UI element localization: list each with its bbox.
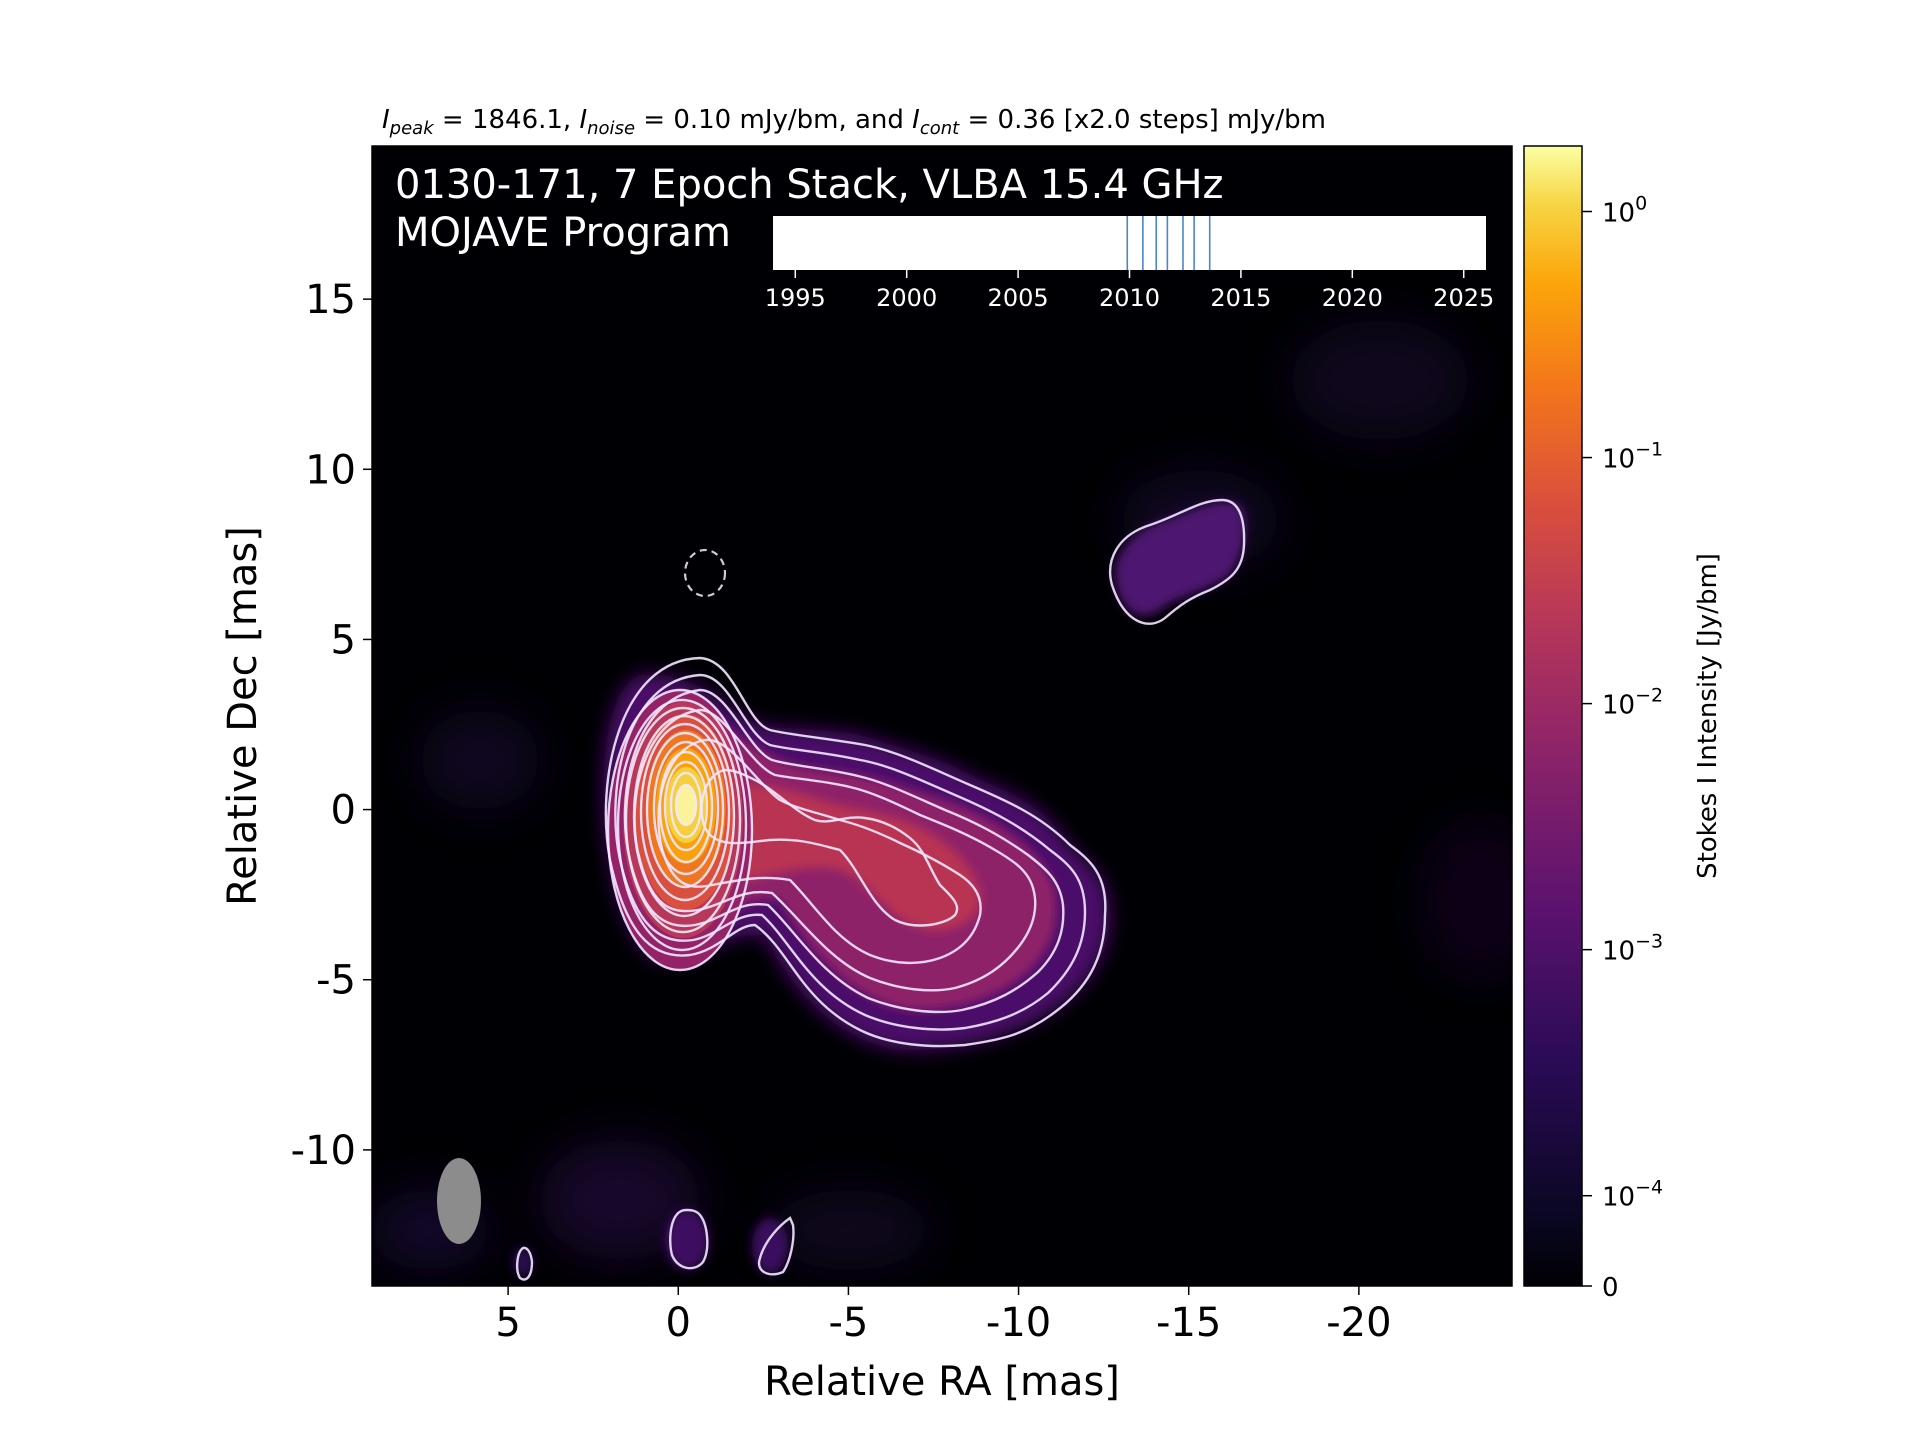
timeline-box [773,216,1486,270]
colorbar-gradient-bar [1523,145,1583,1287]
contour-5 [657,738,982,965]
timeline-tick-label: 2010 [1099,284,1160,312]
epoch-marks [1126,216,1211,270]
contour-core-6 [645,731,725,889]
contour-2 [614,673,1087,1031]
epoch-timeline: 1995 2000 2005 2010 2015 2020 2025 [765,216,1494,312]
colorbar-label: Stokes I Intensity [Jy/bm] [1693,553,1723,879]
beam-ellipse [437,1158,481,1244]
x-axis: 5 0 -5 -10 -15 -20 [495,1286,1392,1346]
timeline-tick-label: 2020 [1322,284,1383,312]
timeline-tick-label: 2000 [876,284,937,312]
contour-bottom-1 [669,1208,709,1270]
y-axis-label: Relative Dec [mas] [220,526,266,906]
annotation-line1: 0130-171, 7 Epoch Stack, VLBA 15.4 GHz [395,162,1224,208]
colorbar-tick-label: 10−3 [1602,931,1663,967]
x-tick-label: -5 [828,1300,868,1346]
colorbar-tick-label: 100 [1602,193,1647,229]
y-tick-label: -5 [316,958,356,1004]
colorbar-tick-label: 0 [1602,1273,1619,1303]
y-tick-label: 0 [331,788,356,834]
emission-jet-inner [692,783,981,931]
x-tick-label: 0 [666,1300,691,1346]
colorbar-ticks: 100 10−1 10−2 10−3 10−4 0 [1582,193,1663,1303]
contours [515,498,1246,1281]
y-tick-label: 10 [305,447,356,493]
chart-title: Ipeak = 1846.1, Inoise = 0.10 mJy/bm, an… [382,105,1326,139]
colorbar-tick-label: 10−1 [1602,439,1663,475]
emission-bottom-1 [665,1210,709,1270]
contour-bottom-3 [515,1246,534,1281]
contour-core-10 [669,771,703,839]
timeline-ticks: 1995 2000 2005 2010 2015 2020 2025 [765,270,1494,312]
contour-core-1 [606,688,754,972]
timeline-tick-label: 1995 [765,284,826,312]
annotation-line2: MOJAVE Program [395,210,731,256]
contour-core-4 [632,714,736,918]
timeline-tick-label: 2025 [1433,284,1494,312]
contour-core-9 [663,760,709,852]
contour-core-7 [652,740,720,876]
y-tick-label: 15 [305,277,356,323]
contour-core-2 [616,698,748,952]
timeline-tick-label: 2005 [988,284,1049,312]
contour-1 [604,656,1107,1048]
colorbar-tick-label: 10−4 [1602,1177,1663,1213]
contour-knot [1108,498,1246,625]
image-background [372,146,1512,1286]
contour-bottom-2 [757,1216,795,1276]
x-tick-label: 5 [495,1300,520,1346]
image-frame [371,145,1513,1287]
emission-knot [1114,501,1246,616]
contour-core-11 [674,783,698,827]
y-axis: 15 10 5 0 -5 -10 [291,277,372,1174]
core-layer-7 [675,785,697,825]
image-panel [372,146,1512,1286]
contour-3 [623,688,1065,1014]
x-tick-label: -10 [986,1300,1051,1346]
colorbar: 100 10−1 10−2 10−3 10−4 0 Stokes I Intensity … [1523,145,1723,1303]
contour-core-8 [658,750,714,864]
y-tick-label: -10 [291,1128,356,1174]
contour-core-3 [624,706,742,934]
contour-4 [633,708,1037,992]
x-tick-label: -20 [1326,1300,1391,1346]
colorbar-tick-label: 10−2 [1602,685,1663,721]
y-tick-label: 5 [331,617,356,663]
timeline-tick-label: 2015 [1210,284,1271,312]
x-axis-label: Relative RA [mas] [764,1359,1120,1405]
emission-bottom-2 [752,1218,788,1274]
x-tick-label: -15 [1156,1300,1221,1346]
contour-core-5 [639,722,731,902]
negative-contour [683,548,727,598]
